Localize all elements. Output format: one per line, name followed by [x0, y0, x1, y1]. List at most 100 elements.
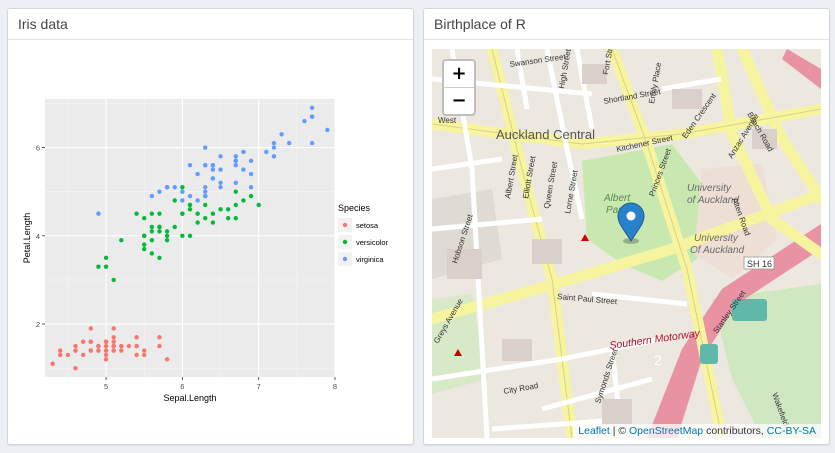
x-tick-label: 6: [180, 382, 184, 391]
data-point-virginica: [203, 193, 208, 199]
data-point-versicolor: [149, 238, 155, 243]
iris-data-box: Iris data 5 6 7 8 2 4 6 Sepal.Length Petal.Lengt…: [7, 8, 414, 445]
data-point-versicolor: [187, 233, 193, 238]
zoom-in-button[interactable]: +: [451, 63, 467, 84]
x-tick-label: 5: [104, 382, 108, 391]
x-axis-label: Sepal.Length: [163, 393, 216, 403]
map-attribution: Leaflet | © OpenStreetMap contributors, …: [573, 424, 821, 438]
data-point-versicolor: [210, 220, 216, 225]
legend-key-versicolor: [342, 239, 348, 245]
data-point-virginica: [241, 149, 246, 155]
attribution-contributors: contributors,: [703, 425, 767, 437]
data-point-virginica: [309, 114, 315, 119]
y-axis-label: Petal.Length: [22, 213, 32, 264]
data-point-setosa: [73, 343, 78, 349]
data-point-virginica: [210, 167, 216, 172]
data-point-virginica: [218, 154, 223, 159]
map-label-motorway-number: 2: [654, 352, 662, 368]
plot-panel: [45, 99, 335, 377]
data-point-virginica: [164, 185, 170, 190]
data-point-virginica: [96, 211, 101, 216]
data-point-setosa: [157, 335, 162, 340]
data-point-versicolor: [256, 202, 261, 208]
data-point-setosa: [103, 339, 109, 344]
data-point-virginica: [187, 162, 193, 168]
map-box-title: Birthplace of R: [424, 9, 829, 40]
data-point-virginica: [210, 176, 216, 181]
data-point-versicolor: [195, 211, 200, 216]
osm-link[interactable]: OpenStreetMap: [629, 425, 704, 437]
map-label-sh16: SH 16: [747, 259, 772, 269]
data-point-versicolor: [187, 202, 193, 208]
data-point-setosa: [58, 352, 63, 358]
data-point-versicolor: [142, 242, 147, 247]
data-point-versicolor: [103, 264, 109, 269]
data-point-versicolor: [111, 277, 116, 283]
x-tick-label: 7: [257, 382, 261, 391]
data-point-setosa: [111, 335, 116, 340]
data-point-virginica: [218, 185, 223, 190]
zoom-out-button[interactable]: −: [444, 87, 474, 114]
data-point-versicolor: [103, 255, 109, 261]
leaflet-map[interactable]: Auckland Central University of Auckland …: [432, 49, 821, 438]
leaflet-link[interactable]: Leaflet: [578, 425, 610, 437]
map-label-district: Auckland Central: [496, 127, 595, 142]
data-point-virginica: [203, 162, 208, 168]
data-point-versicolor: [142, 246, 147, 252]
data-point-versicolor: [180, 233, 185, 238]
data-point-setosa: [111, 326, 116, 331]
data-point-setosa: [80, 339, 86, 344]
data-point-setosa: [65, 352, 71, 358]
data-point-setosa: [73, 365, 78, 371]
data-point-versicolor: [241, 198, 246, 203]
data-point-virginica: [264, 149, 269, 155]
data-point-virginica: [218, 180, 223, 186]
iris-box-title: Iris data: [8, 9, 413, 40]
data-point-virginica: [325, 127, 330, 133]
data-point-setosa: [50, 361, 55, 366]
data-point-setosa: [80, 352, 86, 358]
legend-label-virginica: virginica: [356, 255, 384, 264]
data-point-versicolor: [225, 207, 231, 212]
data-point-virginica: [233, 162, 238, 168]
data-point-virginica: [195, 198, 200, 203]
data-point-setosa: [111, 348, 116, 353]
data-point-setosa: [119, 348, 124, 353]
map-label-university-1: University: [687, 183, 732, 194]
data-point-virginica: [271, 154, 277, 159]
data-point-versicolor: [142, 233, 147, 238]
legend-label-versicolor: versicolor: [356, 238, 389, 247]
data-point-versicolor: [180, 185, 185, 190]
attribution-sep: | ©: [609, 425, 630, 437]
iris-scatter-plot: 5 6 7 8 2 4 6 Sepal.Length Petal.Length Species se…: [22, 99, 389, 403]
data-point-virginica: [195, 171, 200, 177]
map-tiles[interactable]: Auckland Central University of Auckland …: [432, 49, 821, 438]
data-point-setosa: [103, 348, 109, 353]
data-point-virginica: [309, 140, 315, 146]
data-point-setosa: [103, 357, 109, 362]
data-point-virginica: [218, 167, 223, 172]
data-point-versicolor: [157, 211, 162, 216]
license-link[interactable]: CC-BY-SA: [766, 425, 816, 437]
data-point-virginica: [248, 171, 254, 177]
data-point-setosa: [103, 343, 109, 349]
data-point-virginica: [241, 167, 246, 172]
data-point-setosa: [58, 348, 63, 353]
map-label-university-2: of Auckland: [687, 195, 739, 206]
data-point-virginica: [233, 154, 238, 159]
y-tick-label: 6: [36, 144, 40, 153]
legend-key-virginica: [342, 256, 348, 262]
map-marker-icon[interactable]: [617, 202, 645, 244]
data-point-virginica: [203, 189, 208, 194]
data-point-versicolor: [149, 251, 155, 256]
data-point-setosa: [142, 352, 147, 358]
legend-label-setosa: setosa: [356, 221, 379, 230]
peak-marker-icon: [581, 234, 589, 241]
data-point-setosa: [88, 339, 93, 344]
data-point-setosa: [96, 343, 101, 349]
data-point-versicolor: [233, 189, 238, 194]
data-point-versicolor: [172, 224, 177, 230]
data-point-versicolor: [203, 202, 208, 208]
data-point-versicolor: [134, 211, 139, 216]
data-point-setosa: [111, 343, 116, 349]
